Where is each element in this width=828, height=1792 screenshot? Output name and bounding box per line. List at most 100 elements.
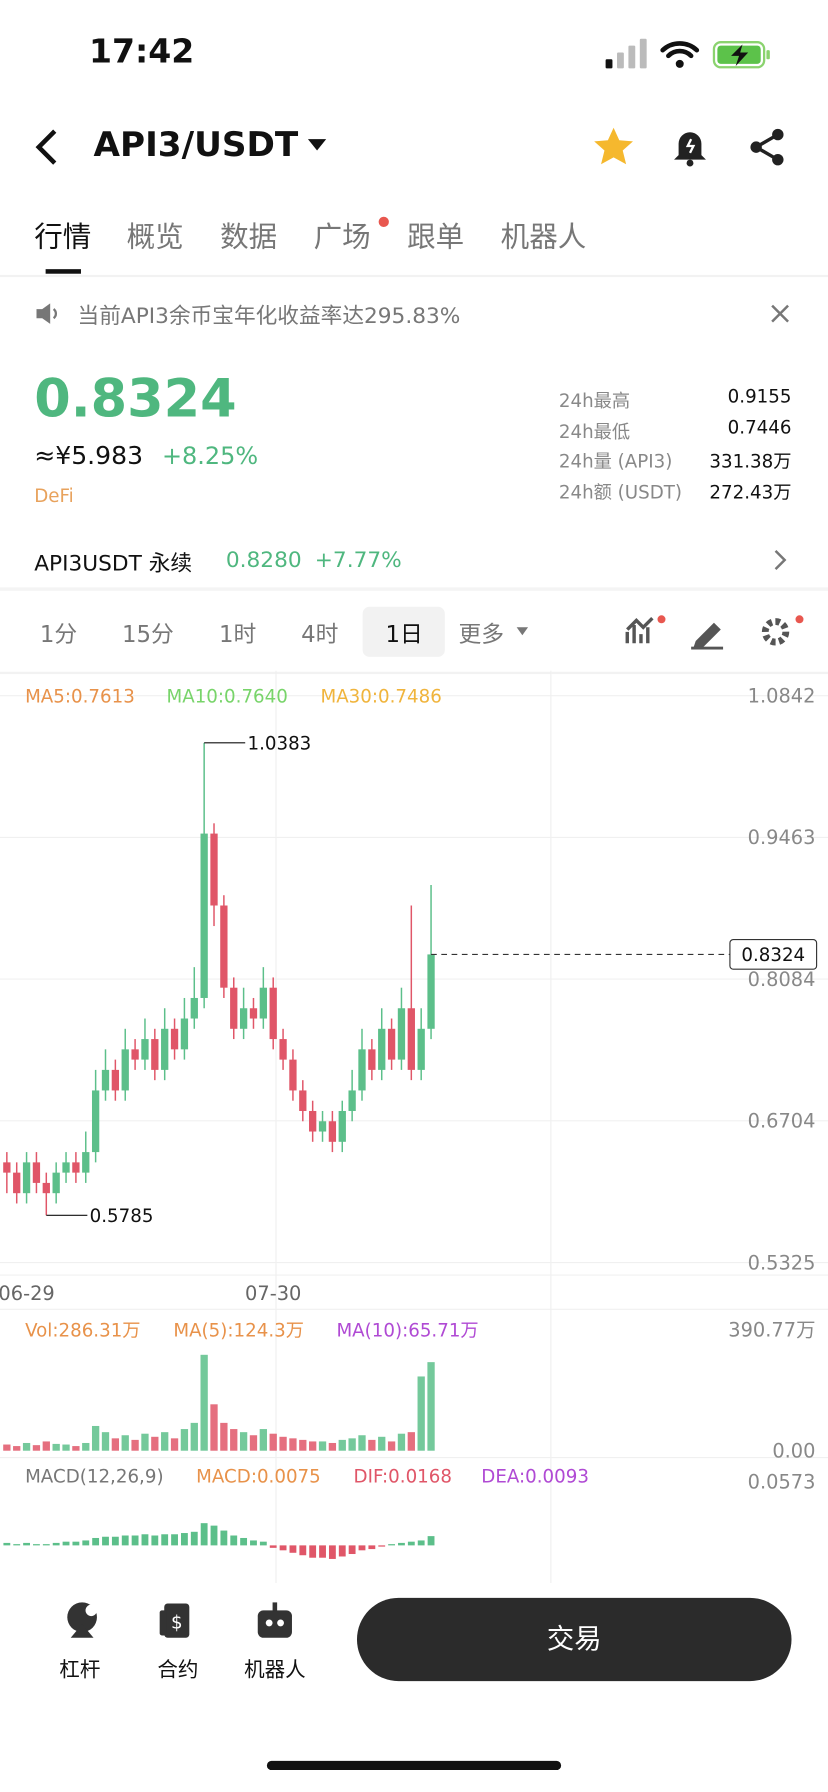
macd-bar [309,1545,317,1558]
notice-text[interactable]: 当前API3余币宝年化收益率达295.83% [77,303,461,329]
volume-bar [328,1442,337,1451]
perpetual-chevron[interactable] [772,549,788,572]
macd-legend: MACD:0.0075 [196,1467,321,1488]
trade-button[interactable]: 交易 [356,1597,792,1682]
interval[interactable]: 1日 [385,620,423,648]
interval[interactable]: 4时 [301,620,339,648]
candle-body [52,1172,60,1194]
volume-bar [338,1439,346,1451]
tab[interactable]: 机器人 [500,220,587,254]
y-tick-label: 1.0842 [748,685,816,708]
tab[interactable]: 数据 [220,220,278,254]
stat-value: 272.43万 [709,480,792,503]
candle-body [220,905,228,988]
perpetual-name[interactable]: API3USDT 永续 [34,550,193,576]
interval[interactable]: 更多 [458,620,505,648]
volume-bar [52,1443,60,1451]
candle-body [318,1121,327,1132]
candle-body [32,1162,41,1183]
volume-bar [220,1422,228,1451]
candle-body [101,1069,110,1091]
volume-bar [259,1429,267,1451]
perpetual-change: +7.77% [314,547,402,573]
volume-bar [427,1362,435,1451]
volume-bar [101,1432,110,1451]
candle-body [348,1090,356,1111]
tab[interactable]: 广场 [313,220,371,254]
macd-bar [279,1545,287,1551]
stat-label: 24h最高 [558,390,631,412]
tab[interactable]: 跟单 [407,220,465,254]
candle-body [170,1028,179,1050]
volume-bar [289,1438,297,1451]
x-tick-label: 06-29 [0,1282,55,1305]
candle-body [180,1018,189,1050]
back-button[interactable] [32,128,66,167]
pair-dropdown[interactable] [306,137,329,153]
macd-bar [131,1535,139,1546]
bottom-item[interactable]: 合约 [157,1658,199,1683]
price-change: +8.25% [161,442,259,470]
interval[interactable]: 1时 [218,620,257,648]
candle-body [62,1162,70,1173]
volume-bar [299,1439,307,1451]
candle-body [358,1049,366,1091]
cny-price: ≈¥5.983 [34,442,144,472]
candle-body [368,1049,376,1070]
interval[interactable]: 1分 [39,620,78,648]
volume-bar [318,1441,327,1451]
candle-body [249,1008,258,1019]
sector-tag[interactable]: DeFi [34,484,74,507]
bottom-item[interactable]: 机器人 [244,1658,306,1683]
tab[interactable]: 行情 [34,220,92,254]
candle-body [269,987,277,1040]
candle-body [13,1172,21,1194]
bottom-icons[interactable]: $ [57,1599,308,1645]
y-tick-label: 0.5325 [748,1251,816,1274]
candle-body [91,1090,100,1153]
notice-close[interactable] [770,303,791,324]
volume-bar [397,1433,406,1451]
macd-bar [3,1542,11,1546]
home-indicator [266,1760,562,1771]
interval[interactable]: 15分 [122,620,174,648]
candle-body [22,1162,31,1194]
volume-bar [190,1422,198,1451]
pair-title[interactable]: API3/USDT [93,125,299,166]
macd-bar [398,1542,405,1546]
macd-bar [151,1535,159,1546]
x-tick-label: 07-30 [245,1282,301,1305]
candle-body [338,1110,346,1142]
macd-bar [338,1545,346,1557]
tab[interactable]: 概览 [126,220,184,254]
volume-bar [151,1436,159,1451]
candle-body [82,1152,90,1173]
divider [0,274,828,278]
more-caret[interactable] [516,626,530,636]
y-tick-label: 0.9463 [748,826,816,849]
volume-bar [170,1438,179,1451]
chart-tools[interactable] [623,614,811,650]
volume-bar [309,1441,317,1451]
macd-bar [259,1541,267,1546]
volume-bar [368,1439,376,1451]
macd-bar [358,1545,366,1551]
macd-bar [417,1540,425,1546]
volume-bar [358,1435,366,1451]
macd-bar [72,1541,80,1546]
volume-tick-label: 390.77万 [728,1319,815,1342]
macd-bar [427,1536,435,1546]
volume-bar [131,1439,139,1451]
bottom-item[interactable]: 杠杆 [59,1658,101,1683]
stat-label: 24h最低 [558,420,631,442]
volume-bar [407,1432,415,1451]
volume-legend: MA(5):124.3万 [173,1321,304,1342]
volume-bar [3,1444,11,1451]
volume-bar [387,1441,396,1451]
header-actions[interactable] [593,125,798,168]
candle-body [387,1028,396,1060]
macd-bar [250,1540,257,1546]
macd-bar [210,1525,218,1546]
volume-legend: Vol:286.31万 [25,1321,140,1342]
last-price-label: 0.8324 [741,945,805,966]
